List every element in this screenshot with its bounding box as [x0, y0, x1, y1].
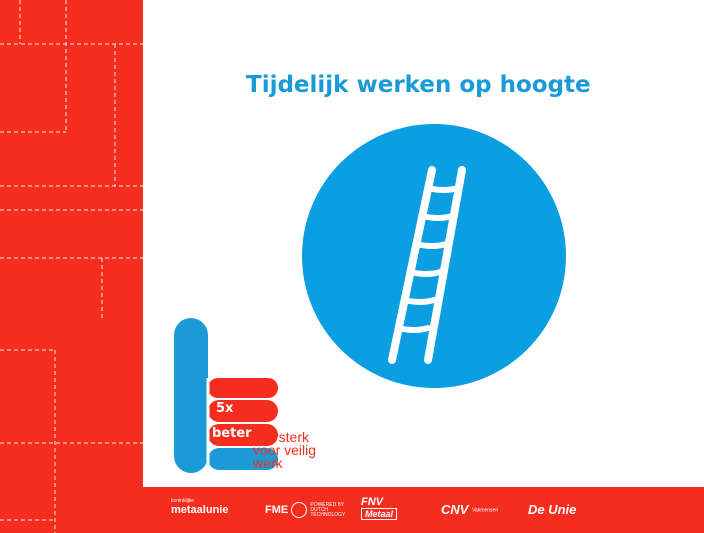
badge-beter: beter [212, 426, 252, 441]
sponsor-de-unie: De Unie [528, 502, 577, 517]
tagline-line-3: werk [253, 455, 283, 471]
sponsor-fnv-metaal: FNV Metaal [361, 496, 398, 520]
5x-beter-logo [174, 318, 278, 473]
dashed-pattern [0, 0, 143, 533]
ladder-icon [388, 166, 466, 364]
slide-title: Tijdelijk werken op hoogte [246, 72, 591, 98]
ladder-circle [302, 124, 566, 388]
logo-tagline: ijzersterk voor veilig werk [253, 429, 317, 471]
fme-emblem-icon [291, 502, 308, 518]
sponsor-cnv: CNV Vakmensen [441, 502, 499, 517]
badge-5x: 5x [216, 401, 234, 416]
tagline-line-2: voor veilig [253, 442, 317, 458]
sponsor-footer: koninklijke metaalunie FME POWERED BY DU… [143, 487, 704, 533]
sponsor-fme: FME POWERED BY DUTCH TECHNOLOGY [265, 501, 346, 518]
left-decorative-band [0, 0, 143, 533]
tagline-line-1: ijzersterk [253, 429, 310, 445]
sponsor-metaalunie: koninklijke metaalunie [171, 498, 229, 516]
